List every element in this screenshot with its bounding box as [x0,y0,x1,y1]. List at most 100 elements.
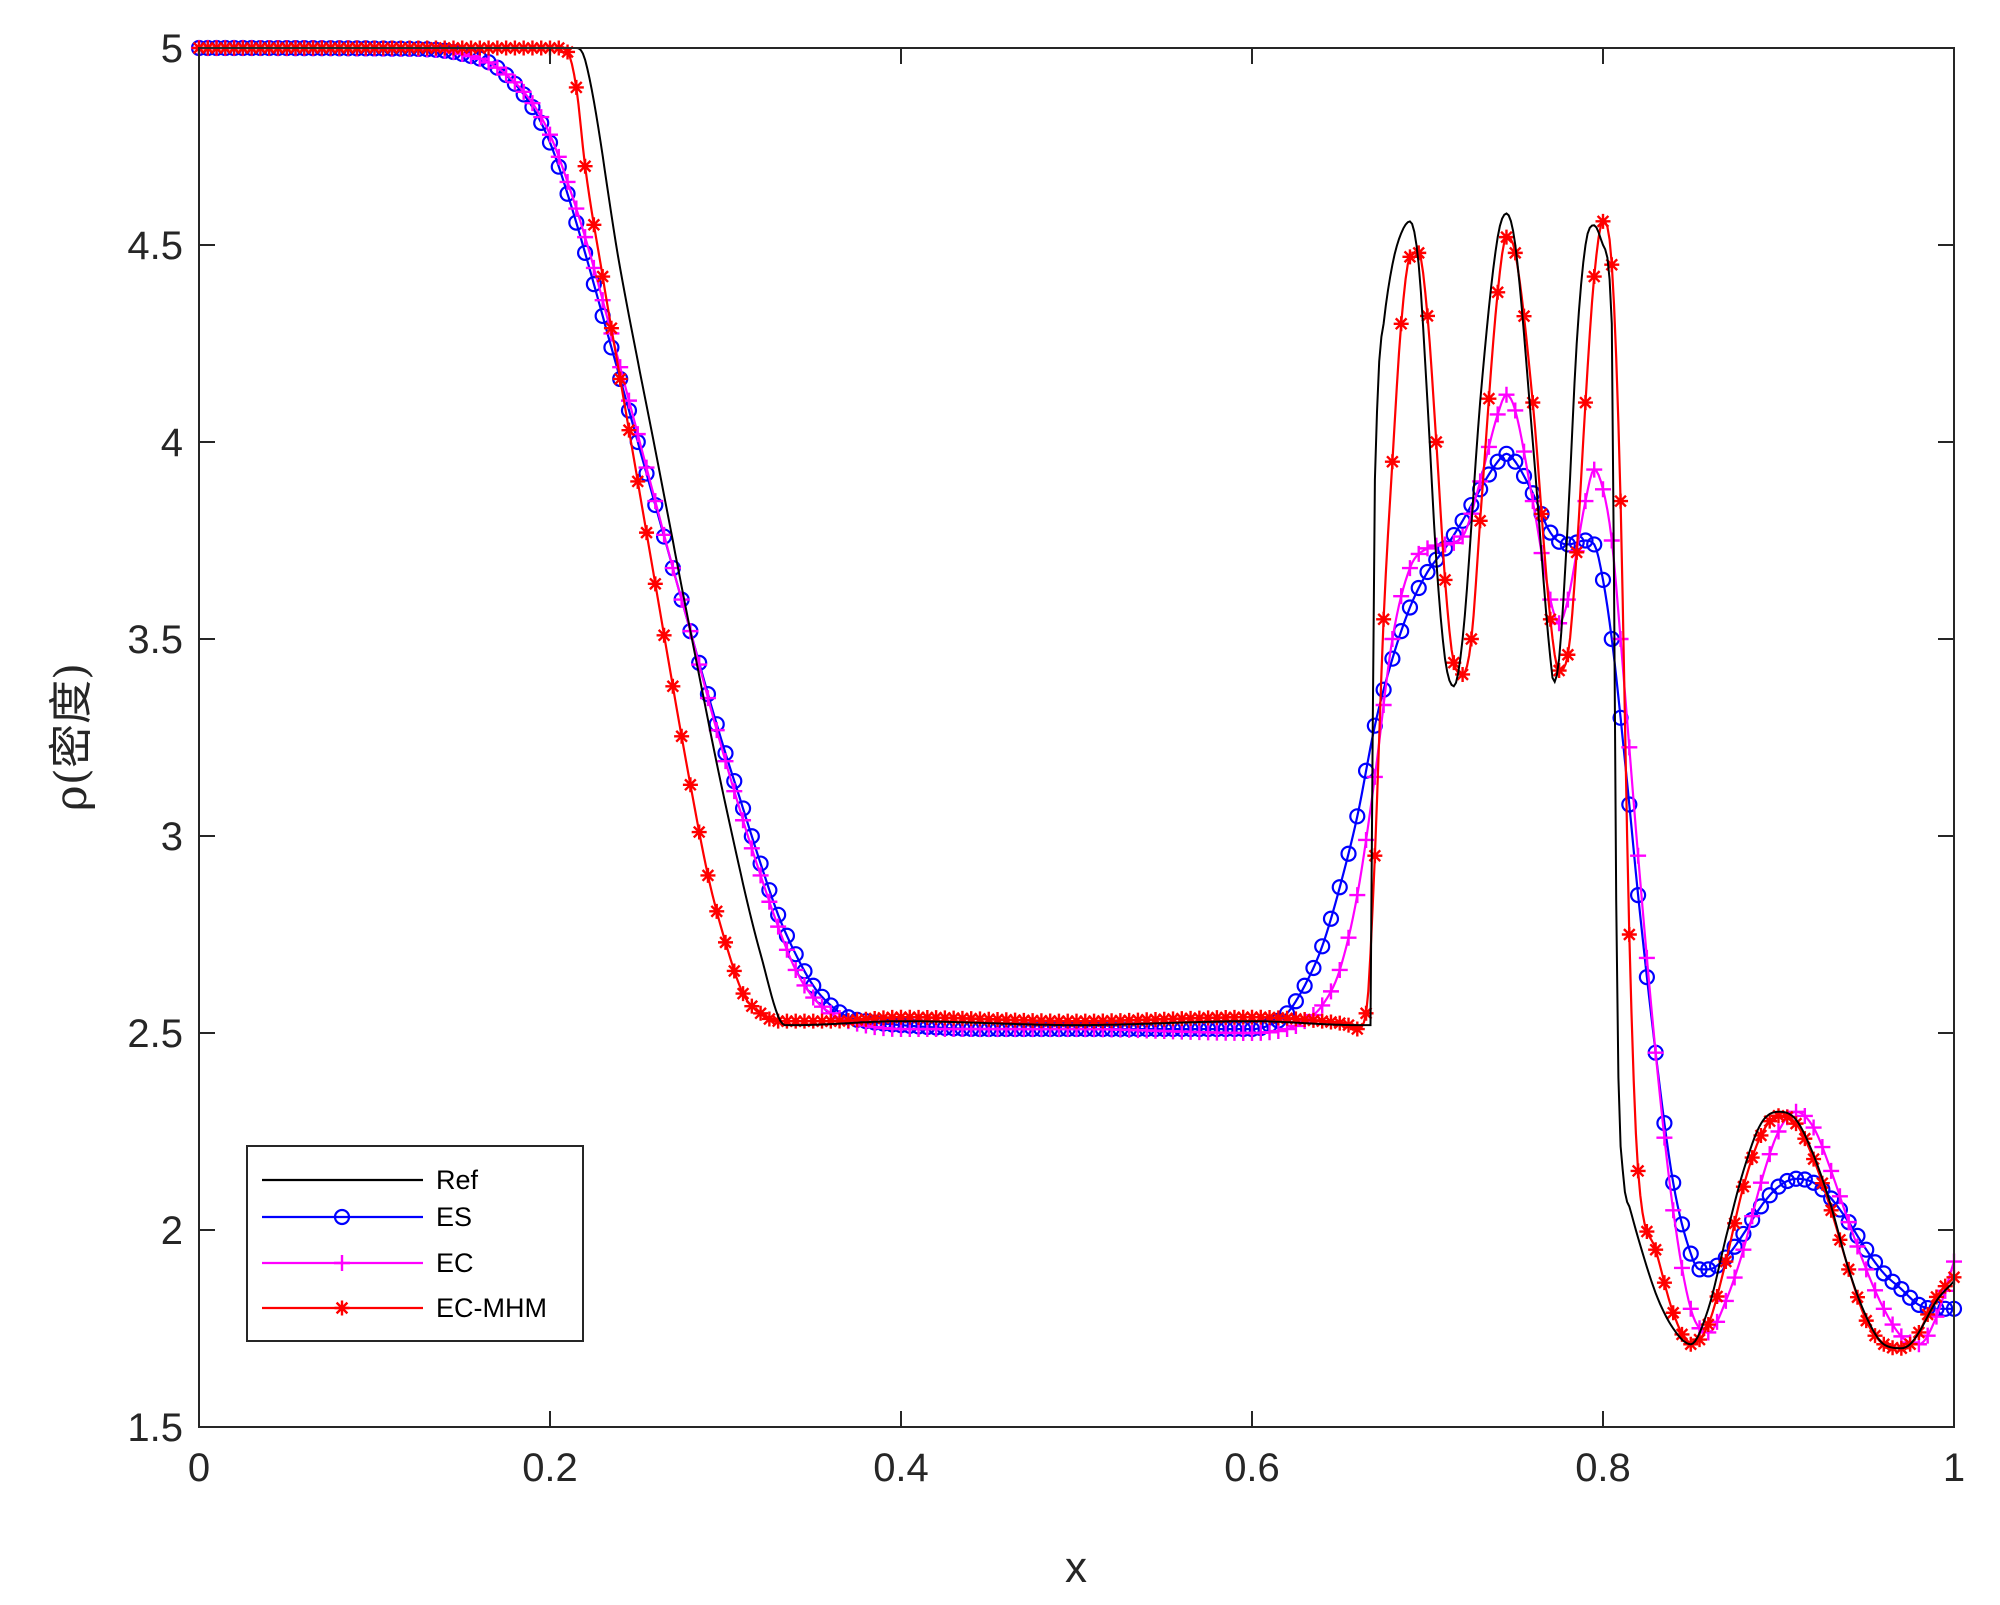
data-point [1287,993,1304,1010]
data-point [761,893,778,910]
data-point [893,1009,909,1025]
data-point [1648,1242,1664,1258]
data-point [1586,461,1603,478]
data-point [718,934,733,950]
data-point [1586,536,1603,553]
data-point [1761,1146,1778,1163]
data-point [1910,1296,1928,1313]
data-point [1647,1044,1664,1061]
data-point [1384,454,1400,470]
data-point [1393,316,1409,332]
data-point [990,1012,1006,1027]
data-point [1489,406,1506,423]
data-point [1235,1009,1251,1025]
data-point [1331,879,1348,896]
data-point [639,525,655,541]
data-point [1665,1174,1682,1191]
data-point [489,59,506,76]
data-point [814,1013,830,1029]
data-point [1428,434,1444,450]
data-point [586,217,602,233]
data-point [1069,1013,1084,1029]
data-point [884,1009,900,1025]
data-point [1349,1021,1365,1037]
legend-entry: EC [262,1248,474,1278]
data-point [550,148,567,165]
data-point [1112,1013,1128,1029]
data-point [1665,1202,1682,1219]
data-point [1594,571,1612,589]
data-point [1033,1013,1049,1029]
data-point [1244,1009,1260,1025]
data-point [1445,534,1462,551]
data-point [981,1011,997,1027]
data-point [708,722,725,739]
x-tick-label: 0 [188,1446,210,1490]
data-point [1779,1172,1796,1190]
data-point [1410,545,1427,562]
data-point [1401,599,1419,616]
series-layer [190,39,1963,1356]
data-point [1086,1013,1102,1029]
y-tick-label: 2.5 [127,1012,183,1056]
data-point [674,728,690,744]
data-point [1367,848,1383,864]
data-point [788,1013,804,1029]
data-point [1174,1011,1190,1027]
y-axis-label: ρ(密度) [46,663,97,811]
data-point [1130,1012,1146,1028]
data-point [585,259,602,276]
data-point [515,83,532,100]
data-point [1621,739,1638,756]
data-point [576,244,594,261]
x-axis-label: x [1065,1543,1087,1592]
data-point [1771,1108,1786,1124]
data-point [946,1010,962,1026]
data-point [585,276,602,293]
data-point [1490,284,1506,300]
data-point [726,963,742,979]
data-point [638,459,655,476]
data-point [1025,1013,1041,1029]
data-point [1340,929,1357,946]
data-point [1797,1131,1813,1147]
data-point [1849,1238,1866,1255]
data-point [1656,1275,1672,1291]
data-point [1595,213,1611,229]
data-point [656,526,673,543]
data-point [1165,1011,1181,1027]
data-point [1007,1012,1023,1028]
data-point [542,126,558,143]
data-point [743,840,760,857]
data-point [954,1010,970,1026]
data-point [560,44,576,60]
data-point [1516,308,1532,324]
data-point [1726,1269,1743,1286]
legend-entry: EC-MHM [262,1293,547,1323]
x-tick-label: 0.2 [522,1446,578,1490]
data-point [1638,949,1655,966]
data-point [1638,969,1655,986]
data-point [630,473,646,489]
data-point [717,753,734,770]
data-point [1314,938,1331,955]
data-point [832,1013,848,1029]
data-point [506,74,523,91]
data-point [1209,1010,1225,1026]
data-point [1270,1023,1287,1040]
data-point [1095,1013,1111,1029]
data-point [1884,1316,1901,1333]
legend-label: EC [436,1248,474,1278]
data-point [709,903,725,919]
data-point [1401,560,1418,577]
legend-marker [334,1300,350,1316]
data-point [1787,1170,1805,1187]
x-tick-label: 1 [1943,1446,1965,1490]
data-point [1305,959,1322,977]
data-point [647,493,664,510]
legend-marker [333,1208,351,1226]
data-point [1420,308,1435,324]
data-point [1419,540,1436,557]
data-point [1322,910,1340,927]
data-point [1744,1208,1761,1225]
